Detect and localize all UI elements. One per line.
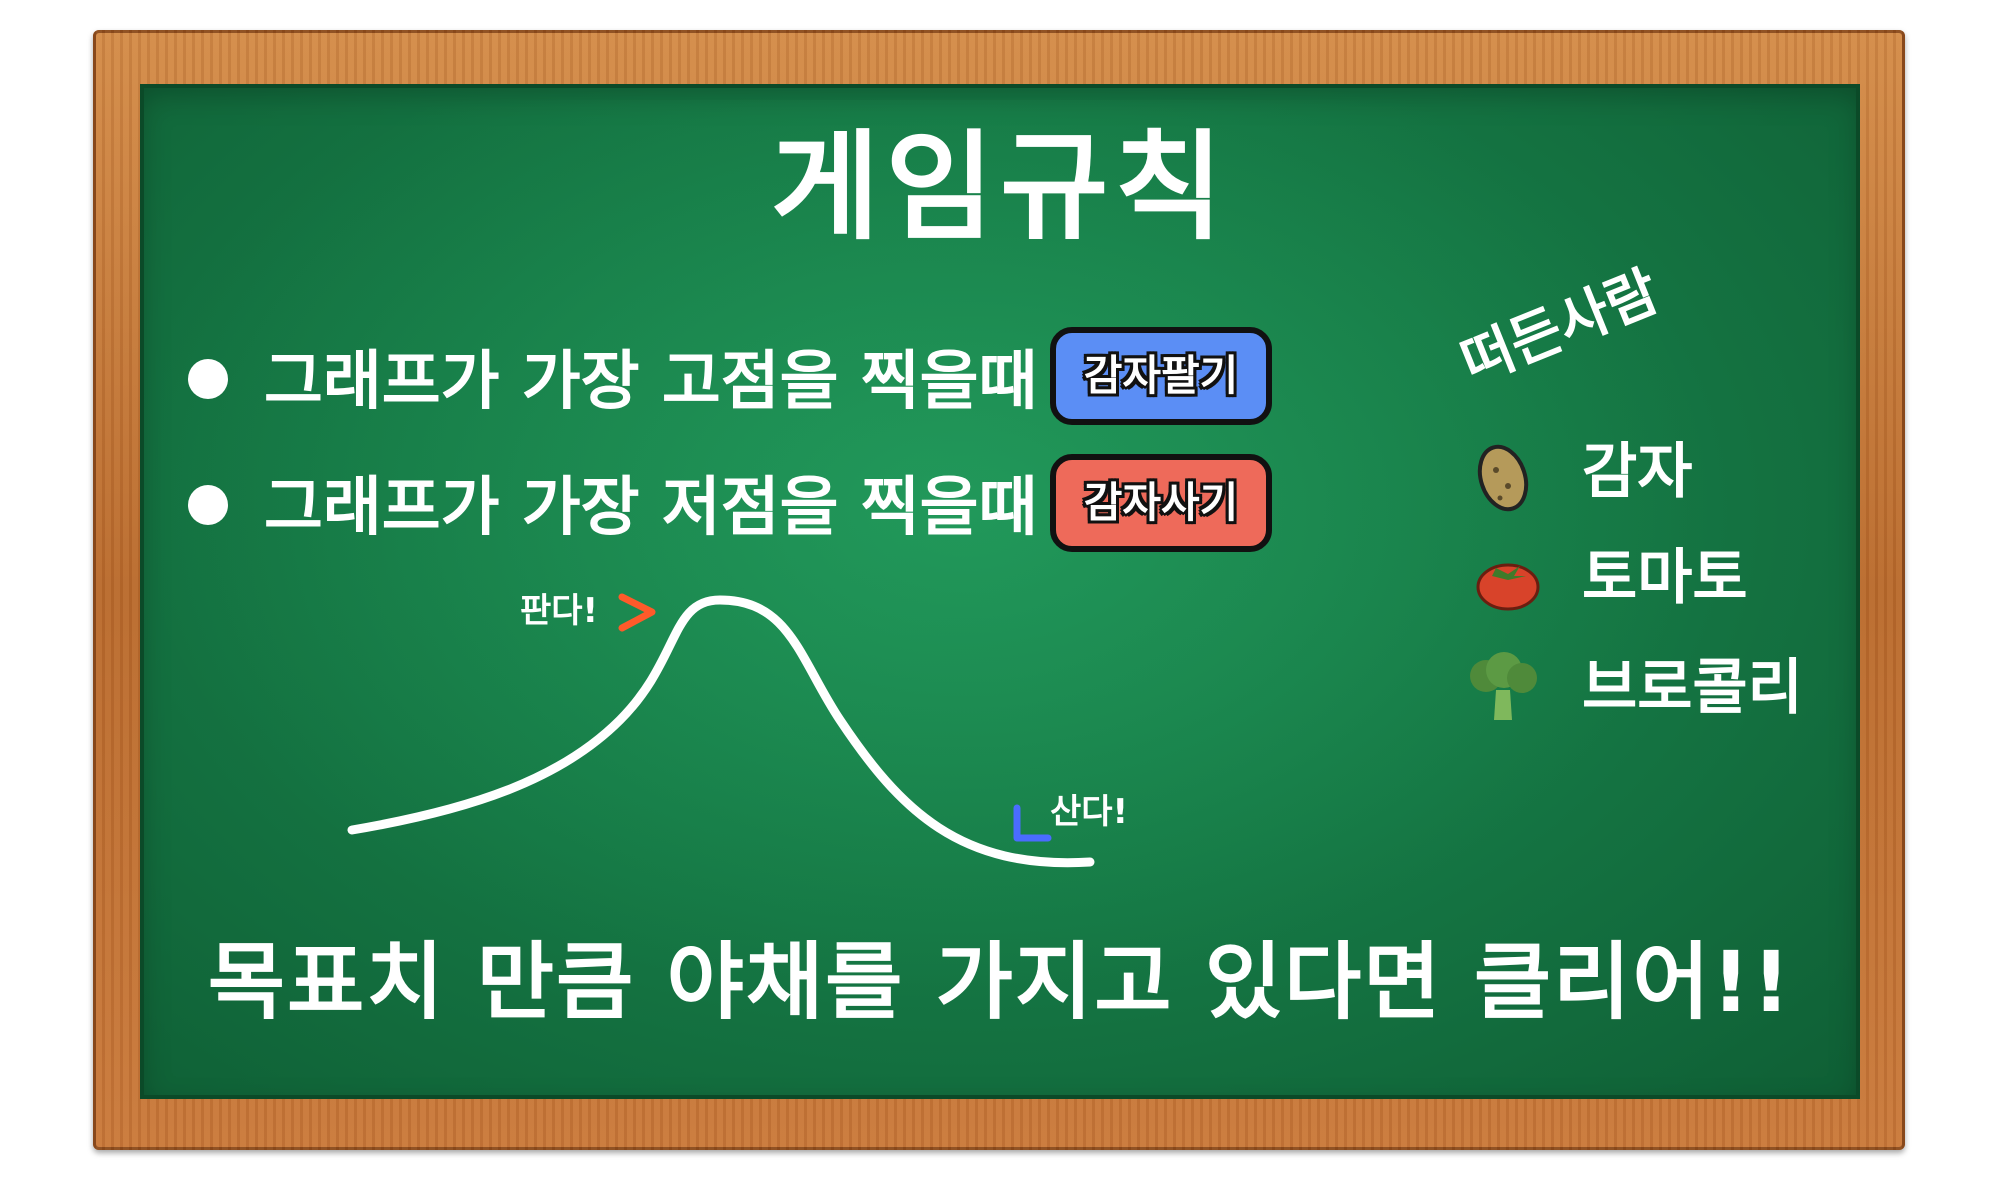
page-title: 게임규칙 bbox=[770, 118, 1230, 256]
potato-icon bbox=[1477, 444, 1529, 512]
tomato-icon bbox=[1476, 563, 1540, 611]
goal-text: 목표치 만큼 야채를 가지고 있다면 클리어!! bbox=[207, 933, 1793, 1031]
rule-sell: 그래프가 가장 고점을 찍을때 bbox=[188, 350, 1037, 414]
sell-note: 판다! bbox=[520, 591, 599, 631]
sell-marker-icon bbox=[618, 593, 656, 632]
rule-buy-text: 그래프가 가장 저점을 찍을때 bbox=[264, 471, 1038, 545]
sidebar-item-label: 토마토 bbox=[1582, 543, 1748, 613]
buy-potato-badge: 감자사기 bbox=[1050, 454, 1272, 552]
bullet-dot bbox=[188, 359, 228, 400]
broccoli-icon bbox=[1470, 652, 1537, 720]
rule-sell-text: 그래프가 가장 고점을 찍을때 bbox=[264, 345, 1038, 419]
chalkboard-highlight bbox=[160, 100, 1850, 1090]
sidebar-item-label: 브로콜리 bbox=[1582, 653, 1803, 723]
buy-marker-icon bbox=[1013, 804, 1052, 842]
rule-buy: 그래프가 가장 저점을 찍을때 bbox=[188, 476, 1037, 540]
chalkboard bbox=[140, 84, 1860, 1099]
sell-potato-badge: 감자팔기 bbox=[1050, 327, 1272, 425]
price-curve bbox=[347, 595, 1095, 868]
bullet-dot bbox=[188, 485, 228, 526]
sidebar-item-label: 감자 bbox=[1582, 437, 1693, 507]
buy-note: 산다! bbox=[1050, 792, 1129, 832]
